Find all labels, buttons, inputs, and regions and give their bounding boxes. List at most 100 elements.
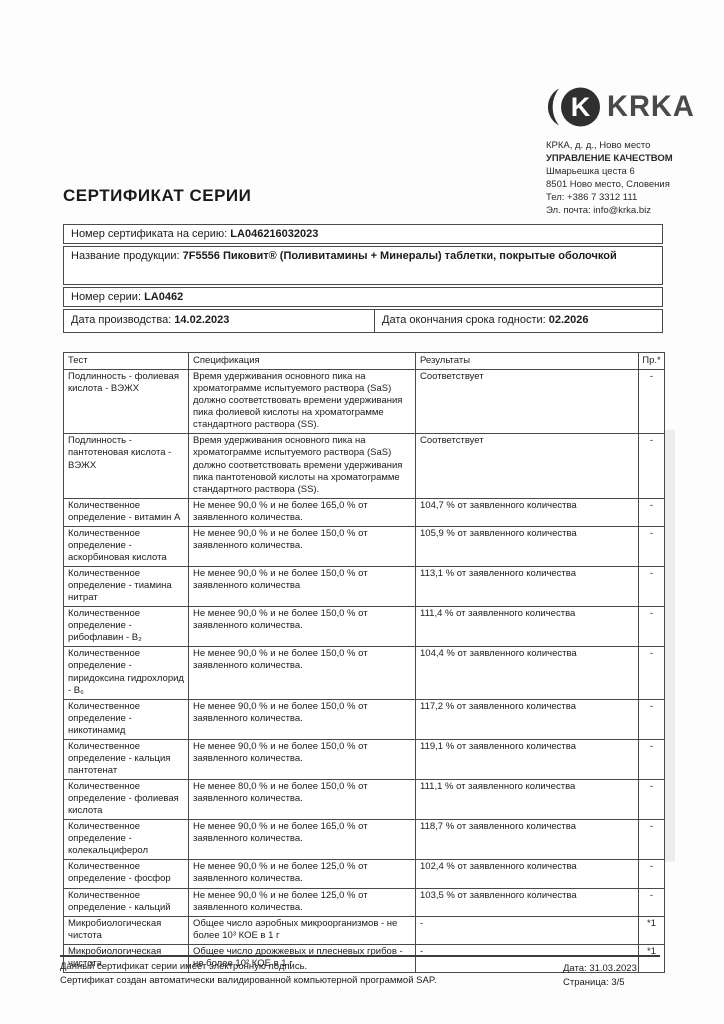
column-header-note: Пр.* (638, 351, 665, 371)
spec-cell: Не менее 90,0 % и не более 150,0 % от за… (188, 738, 416, 781)
column-header-specification: Спецификация (188, 351, 416, 371)
note-cell: - (638, 778, 665, 821)
footer-line1: Данный сертификат серии имеет электронну… (60, 961, 308, 972)
spec-cell: Не менее 90,0 % и не более 165,0 % от за… (188, 819, 416, 861)
spec-cell: Не менее 80,0 % и не более 150,0 % от за… (188, 778, 416, 821)
address-line-phone: Тел: +386 7 3312 111 (546, 192, 638, 203)
column-header-results: Результаты (415, 351, 639, 371)
test-cell: Микробиологическая чистота (63, 943, 189, 973)
product-name-value: 7F5556 Пиковит® (Поливитамины + Минералы… (182, 250, 617, 262)
batch-number-row: Номер серии: LA0462 (63, 287, 663, 307)
spec-cell: Не менее 90,0 % и не более 150,0 % от за… (188, 646, 416, 700)
test-cell: Количественное определение - никотинамид (63, 698, 189, 740)
note-cell: *1 (638, 943, 665, 973)
result-cell: 102,4 % от заявленного количества (415, 859, 639, 889)
product-name-label: Название продукции: (71, 250, 183, 262)
footer-line2: Сертификат создан автоматически валидиро… (60, 975, 437, 986)
note-cell: - (638, 819, 665, 861)
test-cell: Количественное определение - витамин А (63, 497, 189, 527)
table-row: Количественное определение - тиамина нит… (63, 565, 665, 608)
footer-divider (60, 955, 660, 957)
note-cell: - (638, 369, 665, 435)
batch-number-label: Номер серии: (71, 291, 145, 303)
spec-cell: Общее число аэробных микроорганизмов - н… (188, 915, 416, 945)
note-cell: - (638, 497, 665, 527)
test-cell: Количественное определение - пиридоксина… (63, 646, 189, 700)
result-cell: 119,1 % от заявленного количества (415, 738, 639, 781)
spec-cell: Не менее 90,0 % и не более 150,0 % от за… (188, 525, 416, 568)
spec-cell: Общее число дрожжевых и плесневых грибов… (188, 943, 416, 973)
results-table-container: Тест Спецификация Результаты Пр.* Подлин… (63, 351, 665, 973)
spec-cell: Время удерживания основного пика на хром… (188, 369, 416, 435)
result-cell: 104,7 % от заявленного количества (415, 497, 639, 527)
footer-page-number: Страница: 3/5 (563, 977, 625, 988)
result-cell: - (415, 915, 639, 945)
spec-cell: Не менее 90,0 % и не более 125,0 % от за… (188, 887, 416, 917)
table-row: Количественное определение - кальция пан… (63, 738, 665, 781)
krka-logo: K KRKA (545, 84, 695, 130)
table-row: Количественное определение - фолиевая ки… (63, 778, 665, 821)
note-cell: - (638, 698, 665, 740)
svg-text:K: K (571, 92, 591, 122)
result-cell: 118,7 % от заявленного количества (415, 819, 639, 861)
certificate-number-value: LA046216032023 (230, 228, 319, 240)
test-cell: Количественное определение - аскорбинова… (63, 525, 189, 568)
address-line: 8501 Ново место, Словения (546, 179, 670, 190)
table-row: Количественное определение - кальций Не м… (63, 887, 665, 917)
footer-date: Дата: 31.03.2023 (563, 963, 637, 974)
spec-cell: Не менее 90,0 % и не более 150,0 % от за… (188, 606, 416, 648)
krka-wordmark: KRKA (607, 90, 695, 124)
address-line: Шмарьешка цеста 6 (546, 166, 635, 177)
column-header-test: Тест (63, 351, 189, 371)
batch-number-value: LA0462 (144, 291, 184, 303)
page-title: СЕРТИФИКАТ СЕРИИ (63, 186, 252, 205)
result-cell: 111,4 % от заявленного количества (415, 606, 639, 648)
test-cell: Подлинность - пантотеновая кислота - ВЭЖ… (63, 433, 189, 499)
test-cell: Количественное определение - колекальциф… (63, 819, 189, 861)
product-name-row: Название продукции: 7F5556 Пиковит® (Пол… (63, 246, 663, 285)
table-row: Подлинность - пантотеновая кислота - ВЭЖ… (63, 433, 665, 499)
table-row: Микробиологическая чистота Общее число аэ… (63, 915, 665, 945)
table-row: Количественное определение - витамин А Не… (63, 497, 665, 527)
note-cell: - (638, 606, 665, 648)
result-cell: Соответствует (415, 369, 639, 435)
table-row: Микробиологическая чистота Общее число др… (63, 943, 665, 973)
note-cell: - (638, 859, 665, 889)
table-row: Количественное определение - колекальциф… (63, 819, 665, 861)
note-cell: - (638, 525, 665, 568)
test-cell: Количественное определение - кальций (63, 887, 189, 917)
production-date-value: 14.02.2023 (174, 314, 230, 326)
table-row: Подлинность - фолиевая кислота - ВЭЖХ Вре… (63, 369, 665, 435)
result-cell: - (415, 943, 639, 973)
spec-cell: Не менее 90,0 % и не более 150,0 % от за… (188, 565, 416, 608)
expiry-date-cell: Дата окончания срока годности: 02.2026 (374, 310, 662, 332)
note-cell: - (638, 887, 665, 917)
expiry-date-value: 02.2026 (548, 314, 589, 326)
result-cell: 113,1 % от заявленного количества (415, 565, 639, 608)
table-row: Количественное определение - фосфор Не ме… (63, 859, 665, 889)
results-table: Тест Спецификация Результаты Пр.* Подлин… (63, 351, 665, 973)
spec-cell: Не менее 90,0 % и не более 125,0 % от за… (188, 859, 416, 889)
footer-signature-note: Данный сертификат серии имеет электронну… (60, 960, 437, 988)
dates-row: Дата производства: 14.02.2023 Дата оконч… (63, 309, 663, 333)
certificate-number-label: Номер сертификата на серию: (71, 228, 231, 240)
result-cell: 111,1 % от заявленного количества (415, 778, 639, 821)
test-cell: Количественное определение - тиамина нит… (63, 565, 189, 608)
spec-cell: Не менее 90,0 % и не более 165,0 % от за… (188, 497, 416, 527)
result-cell: 117,2 % от заявленного количества (415, 698, 639, 740)
spec-cell: Время удерживания основного пика на хром… (188, 433, 416, 499)
table-row: Количественное определение - никотинамид… (63, 698, 665, 740)
expiry-date-label: Дата окончания срока годности: (382, 314, 549, 326)
scan-shadow-strip (664, 430, 675, 862)
note-cell: - (638, 646, 665, 700)
table-row: Количественное определение - рибофлавин … (63, 606, 665, 648)
certificate-number-row: Номер сертификата на серию: LA0462160320… (63, 224, 663, 244)
note-cell: - (638, 738, 665, 781)
test-cell: Микробиологическая чистота (63, 915, 189, 945)
production-date-cell: Дата производства: 14.02.2023 (64, 310, 374, 332)
note-cell: - (638, 433, 665, 499)
company-address: КРКА, д. д., Ново место УПРАВЛЕНИЕ КАЧЕС… (546, 139, 673, 217)
test-cell: Количественное определение - фосфор (63, 859, 189, 889)
result-cell: 105,9 % от заявленного количества (415, 525, 639, 568)
